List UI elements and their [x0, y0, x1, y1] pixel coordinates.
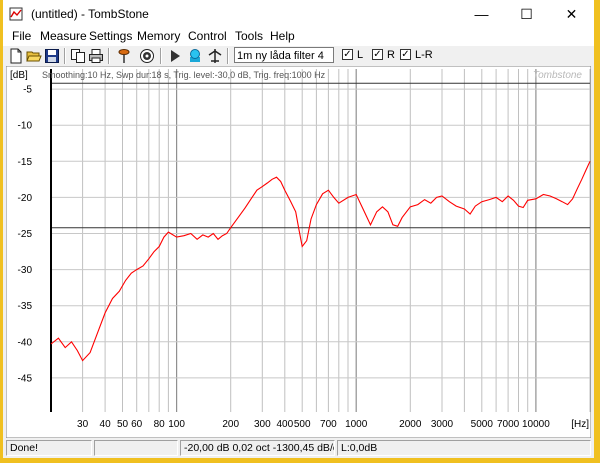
- menu-file[interactable]: File: [12, 29, 32, 43]
- x-tick-label: 5000: [471, 419, 494, 430]
- toolbar-separator: [64, 48, 66, 64]
- cursor-readout: -20,00 dB 0,02 oct -1300,45 dB/oc: [180, 440, 335, 456]
- maximize-button[interactable]: ☐: [520, 5, 533, 22]
- measurement-info-text: Smoothing:10 Hz, Swp dur:18 s, Trig. lev…: [42, 70, 326, 80]
- x-tick-label: 7000: [497, 419, 520, 430]
- close-button[interactable]: ✕: [565, 5, 578, 22]
- toolbar-separator: [108, 48, 110, 64]
- play-icon[interactable]: [167, 48, 183, 64]
- print-icon[interactable]: [88, 48, 104, 64]
- channel-r-label: R: [387, 49, 395, 61]
- x-unit-label: [Hz]: [571, 419, 589, 430]
- level-readout: L:0,0dB: [337, 440, 591, 456]
- y-tick-label: -40: [18, 337, 33, 348]
- y-tick-label: -35: [18, 301, 33, 312]
- y-tick-label: -15: [18, 157, 33, 168]
- menu-tools[interactable]: Tools: [235, 29, 264, 43]
- menu-help[interactable]: Help: [270, 29, 295, 43]
- open-folder-icon[interactable]: [26, 48, 42, 64]
- window-title: (untitled) - TombStone: [31, 7, 149, 21]
- target-icon[interactable]: [139, 48, 155, 64]
- channel-r-checkbox[interactable]: ✓: [372, 49, 383, 60]
- channel-l-label: L: [357, 49, 364, 61]
- y-tick-label: -30: [18, 265, 33, 276]
- app-icon: [9, 7, 23, 21]
- channel-l-checkbox[interactable]: ✓: [342, 49, 353, 60]
- y-tick-label: -45: [18, 373, 33, 384]
- menu-bar: File Measure Settings Memory Control Too…: [3, 28, 594, 46]
- x-tick-label: 200: [222, 419, 239, 430]
- x-tick-label: 500: [294, 419, 311, 430]
- tuning-icon[interactable]: [207, 48, 223, 64]
- status-state: Done!: [6, 440, 92, 456]
- x-tick-label: 700: [320, 419, 337, 430]
- x-tick-label: 60: [131, 419, 143, 430]
- menu-settings[interactable]: Settings: [89, 29, 133, 43]
- menu-control[interactable]: Control: [188, 29, 227, 43]
- status-bar: Done! -20,00 dB 0,02 oct -1300,45 dB/oc …: [6, 440, 591, 457]
- y-tick-label: -20: [18, 193, 33, 204]
- channel-lr-checkbox[interactable]: ✓: [400, 49, 411, 60]
- menu-measure[interactable]: Measure: [40, 29, 87, 43]
- save-icon[interactable]: [44, 48, 60, 64]
- toolbar-separator: [227, 48, 229, 64]
- x-tick-label: 1000: [345, 419, 368, 430]
- new-file-icon[interactable]: [8, 48, 24, 64]
- x-tick-label: 40: [100, 419, 112, 430]
- menu-memory[interactable]: Memory: [137, 29, 181, 43]
- tombstone-watermark: Tombstone: [533, 70, 583, 81]
- toolbar: 1m ny låda filter 4 ✓ L ✓ R ✓ L-R: [3, 46, 594, 66]
- y-tick-label: -5: [23, 85, 32, 96]
- main-window: (untitled) - TombStone — ☐ ✕ File Measur…: [3, 0, 594, 458]
- x-tick-label: 2000: [399, 419, 422, 430]
- x-tick-label: 400: [276, 419, 293, 430]
- microphone-icon[interactable]: [116, 48, 132, 64]
- y-unit-label: [dB]: [10, 70, 28, 81]
- x-tick-label: 50: [117, 419, 129, 430]
- measurement-name-field[interactable]: 1m ny låda filter 4: [234, 47, 334, 63]
- record-icon[interactable]: [187, 48, 203, 64]
- y-tick-label: -25: [18, 229, 33, 240]
- x-tick-label: 3000: [431, 419, 454, 430]
- copy-icon[interactable]: [70, 48, 86, 64]
- x-tick-label: 100: [168, 419, 185, 430]
- status-cell-empty: [94, 440, 178, 456]
- x-tick-label: 300: [254, 419, 271, 430]
- channel-lr-label: L-R: [415, 49, 433, 61]
- y-tick-label: -10: [18, 121, 33, 132]
- toolbar-separator: [160, 48, 162, 64]
- x-tick-label: 10000: [522, 419, 550, 430]
- frequency-response-chart[interactable]: [dB] Smoothing:10 Hz, Swp dur:18 s, Trig…: [6, 66, 591, 438]
- title-bar[interactable]: (untitled) - TombStone — ☐ ✕: [3, 0, 594, 28]
- minimize-button[interactable]: —: [474, 6, 489, 22]
- response-line: [50, 161, 591, 362]
- x-tick-label: 30: [77, 419, 89, 430]
- x-tick-label: 80: [154, 419, 166, 430]
